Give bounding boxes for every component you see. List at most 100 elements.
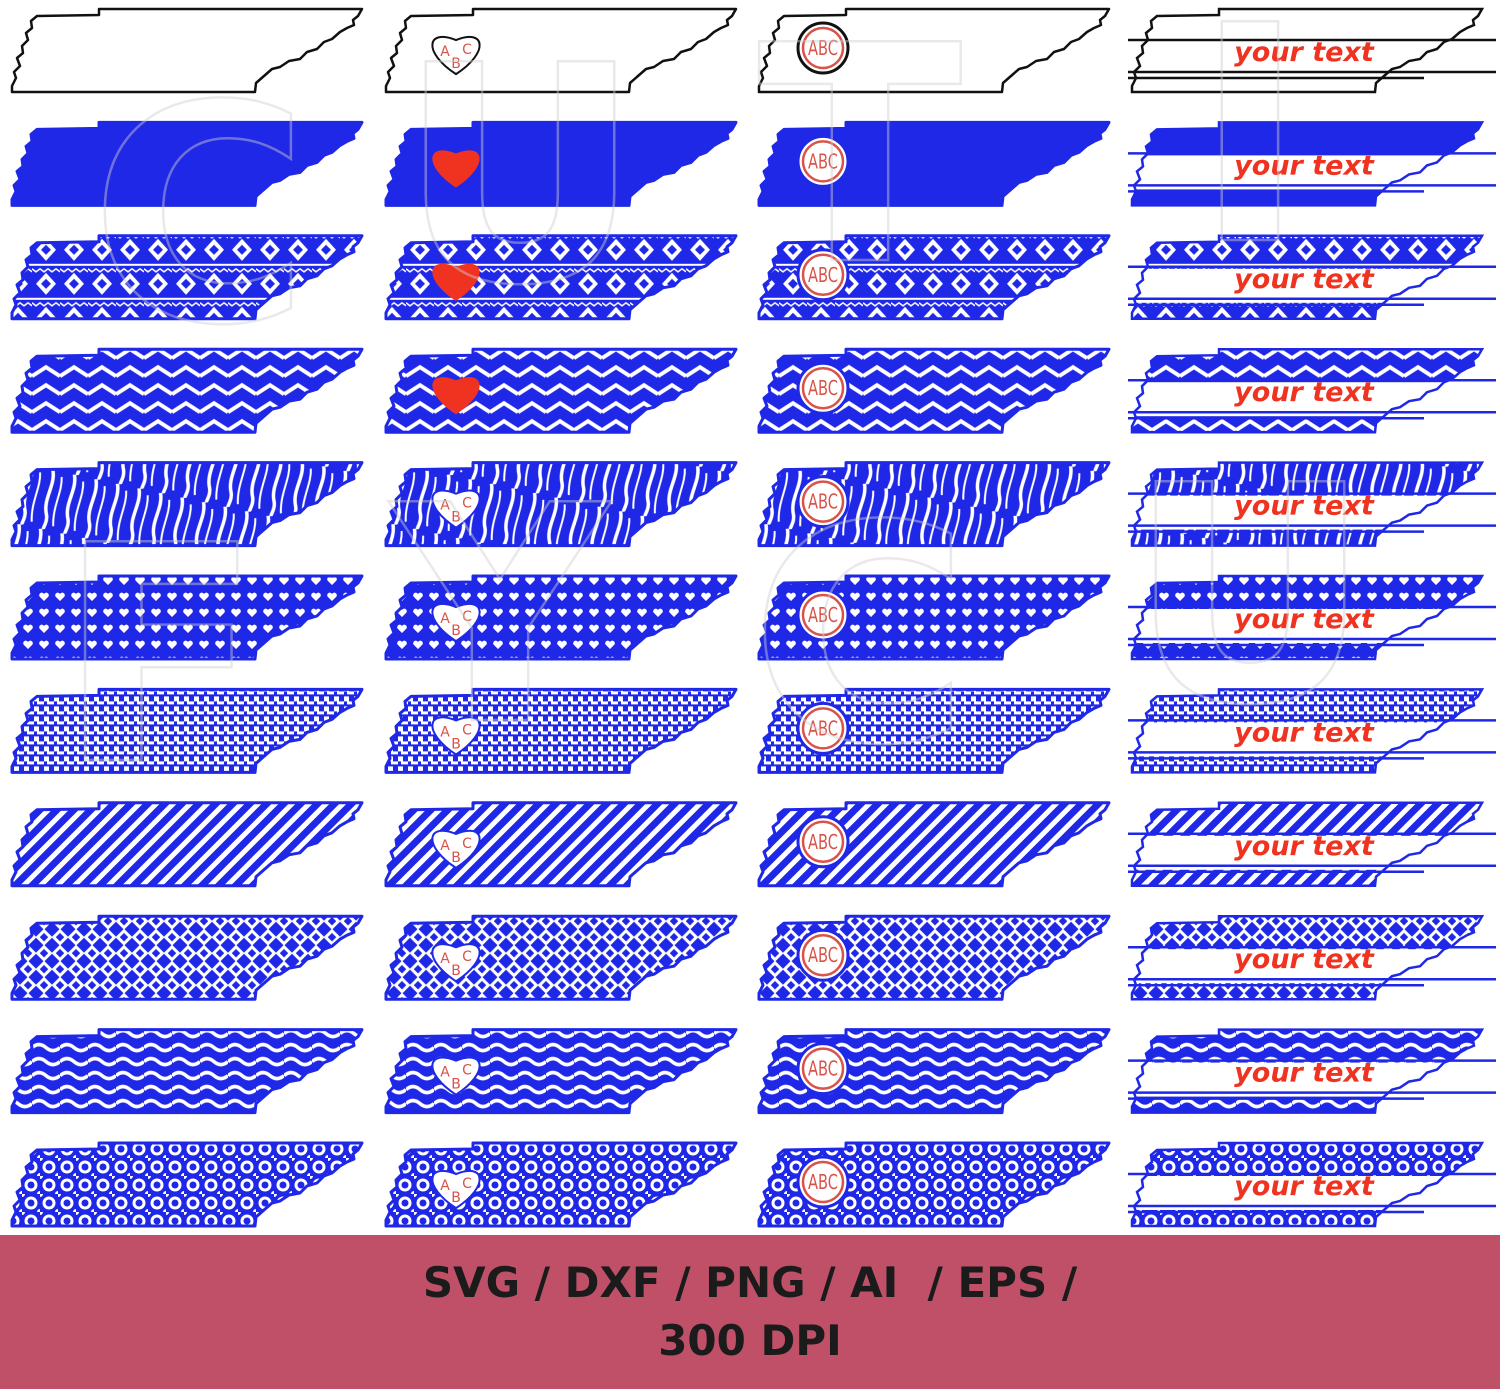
watermark-letter: Y (387, 442, 612, 791)
monogram-circle (796, 928, 850, 982)
monogram-circle (796, 361, 850, 415)
design-solid-heart-monogram (384, 120, 738, 207)
design-hearts-split-text: your text (1128, 574, 1496, 661)
design-diagonal-stripes-plain (10, 801, 364, 888)
design-zebra-heart-monogram: ABC (384, 461, 738, 548)
design-aztec-plain (10, 234, 364, 321)
design-chevron-heart-monogram (384, 347, 738, 434)
design-houndstooth-heart-monogram: ABC (384, 687, 738, 774)
monogram-letter: A (440, 951, 450, 967)
monogram-text: ABC (808, 943, 838, 967)
monogram-text: ABC (808, 376, 838, 400)
heart-icon (432, 263, 480, 301)
design-aztec-split-text: your text (1128, 234, 1496, 321)
design-houndstooth-plain (10, 687, 364, 774)
design-diagonal-stripes-split-text: your text (1128, 801, 1496, 888)
monogram-circle (796, 1042, 850, 1096)
design-outline-plain (10, 7, 364, 94)
design-moroccan-circle-monogram: ABC (757, 1141, 1111, 1228)
monogram-letter: B (451, 736, 461, 752)
design-outline-heart-monogram: ABC (384, 7, 738, 94)
design-zebra-plain (10, 461, 364, 548)
monogram-letter: C (462, 949, 472, 965)
monogram-letter: A (440, 611, 450, 627)
design-waves-circle-monogram: ABC (757, 1028, 1111, 1115)
design-moroccan-plain (10, 1141, 364, 1228)
heart-icon (431, 602, 481, 643)
design-waves-plain (10, 1028, 364, 1115)
monogram-text: ABC (808, 603, 838, 627)
monogram-text: ABC (808, 716, 838, 740)
monogram-text: ABC (808, 36, 838, 60)
design-hearts-plain (10, 574, 364, 661)
monogram-letter: C (462, 836, 472, 852)
monogram-text: ABC (808, 149, 838, 173)
watermark-letter: U (398, 2, 642, 351)
your-text-label: your text (1234, 831, 1375, 862)
watermark-letter: U (1128, 422, 1372, 771)
monogram-letter: A (440, 44, 450, 60)
monogram-text: ABC (808, 490, 838, 514)
heart-icon (431, 716, 481, 756)
your-text-label: your text (1234, 150, 1375, 181)
watermark-letter: F (58, 482, 263, 831)
your-text-label: your text (1234, 1058, 1375, 1089)
monogram-letter: B (451, 623, 461, 639)
monogram-text: ABC (808, 1057, 838, 1081)
design-outline-split-text: your text (1128, 7, 1496, 94)
monogram-letter: C (462, 1063, 472, 1079)
design-diagonal-stripes-circle-monogram: ABC (757, 801, 1111, 888)
design-quatrefoil-split-text: your text (1128, 914, 1496, 1001)
design-hearts-circle-monogram: ABC (757, 574, 1111, 661)
monogram-circle (796, 701, 850, 755)
monogram-text: ABC (808, 1170, 838, 1194)
design-quatrefoil-heart-monogram: ABC (384, 914, 738, 1001)
monogram-circle (796, 588, 850, 642)
monogram-letter: B (451, 850, 461, 866)
design-aztec-circle-monogram: ABC (757, 234, 1111, 321)
monogram-circle (796, 21, 850, 75)
monogram-letter: A (440, 838, 450, 854)
your-text-label: your text (1234, 944, 1375, 975)
design-quatrefoil-circle-monogram: ABC (757, 914, 1111, 1001)
design-chevron-circle-monogram: ABC (757, 347, 1111, 434)
design-houndstooth-circle-monogram: ABC (757, 687, 1111, 774)
monogram-circle (796, 1155, 850, 1209)
design-moroccan-split-text: your text (1128, 1141, 1496, 1228)
monogram-letter: A (440, 498, 450, 514)
design-quatrefoil-plain (10, 914, 364, 1001)
design-hearts-heart-monogram: ABC (384, 574, 738, 661)
heart-icon (431, 829, 481, 870)
monogram-circle (796, 815, 850, 869)
monogram-letter: B (451, 1190, 461, 1206)
monogram-letter: B (451, 1077, 461, 1093)
monogram-letter: A (440, 1178, 450, 1194)
design-outline-circle-monogram: ABC (757, 7, 1111, 94)
design-chevron-plain (10, 347, 364, 434)
monogram-circle (796, 134, 850, 188)
heart-icon (432, 377, 480, 415)
design-diagonal-stripes-heart-monogram: ABC (384, 801, 738, 888)
design-solid-circle-monogram: ABC (757, 120, 1111, 207)
design-zebra-circle-monogram: ABC (757, 461, 1111, 548)
monogram-text: ABC (808, 830, 838, 854)
monogram-letter: B (451, 56, 461, 72)
watermark-letter: C (750, 462, 970, 811)
heart-icon (431, 943, 481, 983)
monogram-letter: A (440, 724, 450, 740)
monogram-letter: C (462, 496, 472, 512)
design-aztec-heart-monogram (384, 234, 738, 321)
monogram-letter: C (462, 609, 472, 625)
design-moroccan-heart-monogram: ABC (384, 1141, 738, 1228)
your-text-label: your text (1234, 37, 1375, 68)
your-text-label: your text (1234, 377, 1375, 408)
heart-icon (432, 150, 480, 188)
heart-icon (431, 35, 481, 76)
monogram-letter: C (462, 1176, 472, 1192)
format-list: SVG / DXF / PNG / AI / EPS / (422, 1258, 1078, 1307)
monogram-circle (796, 248, 850, 302)
your-text-label: your text (1234, 604, 1375, 635)
heart-icon (431, 489, 481, 529)
resolution-label: 300 DPI (658, 1316, 842, 1365)
